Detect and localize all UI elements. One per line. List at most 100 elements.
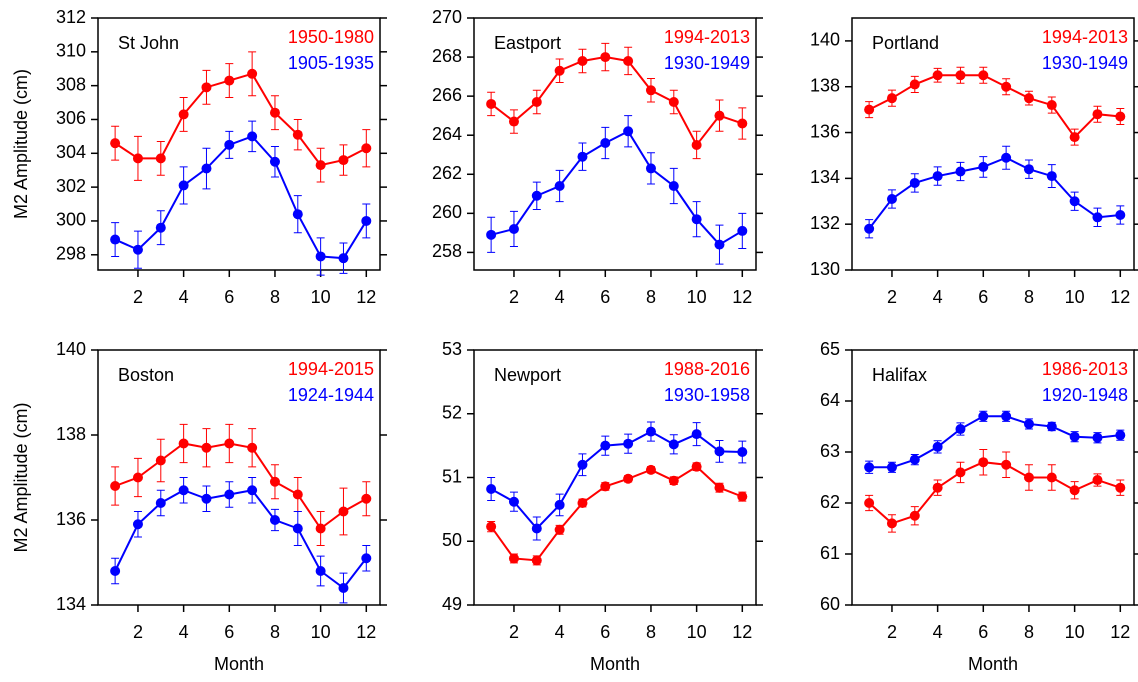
x-axis-label: Month (968, 654, 1018, 674)
marker (668, 439, 679, 450)
marker (201, 493, 212, 504)
marker (714, 482, 725, 493)
y-tick-label: 49 (442, 594, 462, 614)
x-tick-label: 12 (732, 287, 752, 307)
marker (486, 98, 497, 109)
x-tick-label: 6 (600, 287, 610, 307)
x-tick-label: 2 (133, 622, 143, 642)
x-tick-label: 2 (509, 287, 519, 307)
marker (909, 454, 920, 465)
y-tick-label: 260 (432, 202, 462, 222)
panel-title: Newport (494, 365, 561, 385)
marker (1001, 459, 1012, 470)
y-tick-label: 300 (56, 210, 86, 230)
y-tick-label: 140 (810, 30, 840, 50)
marker (1115, 210, 1126, 221)
marker (178, 180, 189, 191)
marker (1023, 93, 1034, 104)
marker (886, 193, 897, 204)
y-tick-label: 51 (442, 466, 462, 486)
marker (247, 68, 258, 79)
marker (623, 473, 634, 484)
series-line (114, 72, 367, 167)
marker (178, 485, 189, 496)
x-tick-label: 6 (224, 287, 234, 307)
marker (338, 583, 349, 593)
marker (155, 455, 166, 466)
legend-entry: 1930-1949 (1042, 53, 1128, 73)
marker (338, 253, 349, 264)
y-tick-label: 136 (56, 509, 86, 529)
marker (909, 177, 920, 188)
marker (132, 472, 143, 483)
marker (361, 215, 372, 226)
marker (110, 234, 121, 245)
x-tick-label: 12 (1110, 287, 1130, 307)
marker (1092, 212, 1103, 223)
marker (201, 163, 212, 174)
x-tick-label: 4 (179, 287, 189, 307)
series-line (114, 135, 368, 260)
plot-frame (851, 17, 1135, 271)
y-tick-label: 298 (56, 244, 86, 264)
panel-title: St John (118, 33, 179, 53)
marker (292, 489, 303, 500)
marker (269, 476, 280, 487)
legend-entry: 1988-2016 (664, 359, 750, 379)
marker (486, 229, 497, 240)
marker (691, 139, 702, 150)
x-tick-label: 6 (224, 622, 234, 642)
marker (932, 171, 943, 182)
marker (132, 519, 143, 530)
y-tick-label: 266 (432, 85, 462, 105)
panel-title: Halifax (872, 365, 927, 385)
legend-entry: 1994-2013 (1042, 27, 1128, 47)
marker (737, 225, 748, 236)
marker (886, 462, 897, 473)
marker (315, 160, 326, 171)
marker (178, 109, 189, 120)
marker (1046, 421, 1057, 432)
marker (1069, 196, 1080, 207)
marker (224, 75, 235, 86)
marker (978, 161, 989, 172)
x-tick-label: 6 (978, 287, 988, 307)
marker (155, 153, 166, 164)
marker (110, 481, 121, 491)
x-tick-label: 6 (600, 622, 610, 642)
marker (110, 566, 121, 576)
marker (886, 93, 897, 104)
plot-frame (97, 349, 381, 606)
marker (577, 459, 588, 470)
marker (315, 523, 326, 534)
y-tick-label: 140 (56, 339, 86, 359)
marker (1069, 132, 1080, 143)
marker (224, 489, 235, 500)
x-tick-label: 10 (311, 622, 331, 642)
y-tick-label: 312 (56, 7, 86, 27)
marker (201, 442, 212, 453)
y-tick-label: 264 (432, 124, 462, 144)
marker (1001, 411, 1012, 422)
marker (292, 209, 303, 220)
y-tick-label: 132 (810, 213, 840, 233)
marker (714, 239, 725, 250)
marker (955, 70, 966, 81)
marker (1069, 485, 1080, 496)
marker (338, 155, 349, 166)
marker (1092, 109, 1103, 120)
x-tick-label: 2 (887, 622, 897, 642)
marker (155, 498, 166, 508)
marker (864, 223, 875, 234)
marker (178, 438, 189, 449)
y-tick-label: 138 (56, 424, 86, 444)
y-tick-label: 258 (432, 241, 462, 261)
series-line (868, 156, 1121, 230)
x-tick-label: 10 (687, 622, 707, 642)
marker (955, 424, 966, 435)
marker (361, 493, 372, 504)
x-tick-label: 10 (1065, 287, 1085, 307)
legend-entry: 1924-1944 (288, 385, 374, 405)
x-tick-label: 6 (978, 622, 988, 642)
marker (668, 97, 679, 107)
